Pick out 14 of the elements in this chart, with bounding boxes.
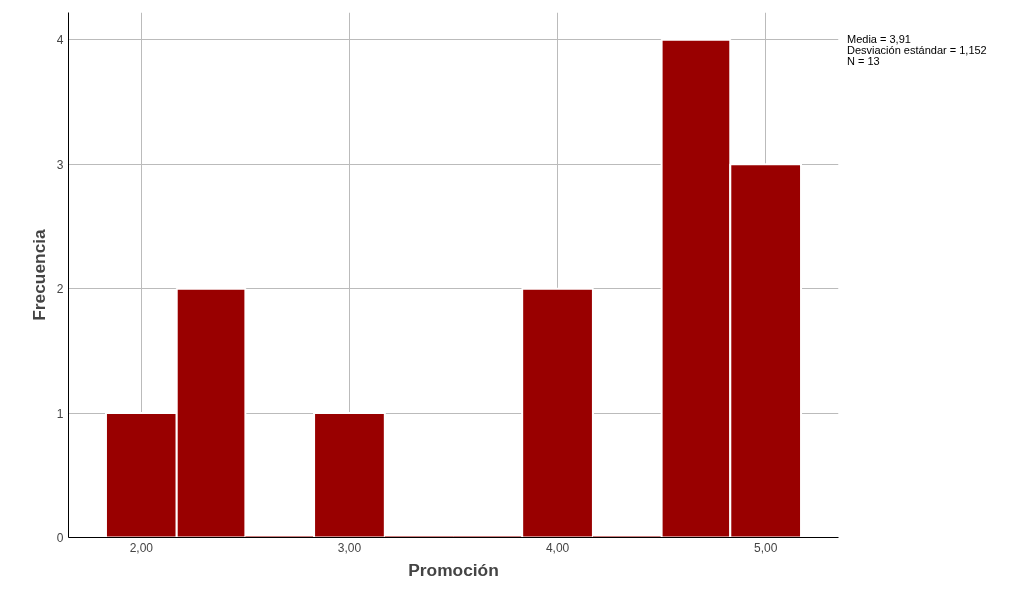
x-tick-label: 5,00: [753, 540, 778, 555]
y-tick-label: 3: [56, 157, 64, 172]
text: N = 13: [847, 55, 880, 67]
y-axis-title: Frecuencia: [28, 228, 49, 321]
y-tick-label: 0: [56, 531, 64, 545]
y-tick-label: 4: [56, 33, 64, 48]
x-axis-title: Promoción: [408, 559, 499, 580]
x-tick-label: 3,00: [337, 540, 362, 555]
text: Media = 3,91: [847, 33, 911, 45]
x-tick-label: 2,00: [129, 540, 154, 555]
text: Desviación estándar = 1,152: [847, 44, 987, 56]
y-tick-label: 1: [56, 406, 64, 421]
x-tick-label: 4,00: [545, 540, 570, 555]
y-tick-label: 2: [56, 282, 64, 297]
